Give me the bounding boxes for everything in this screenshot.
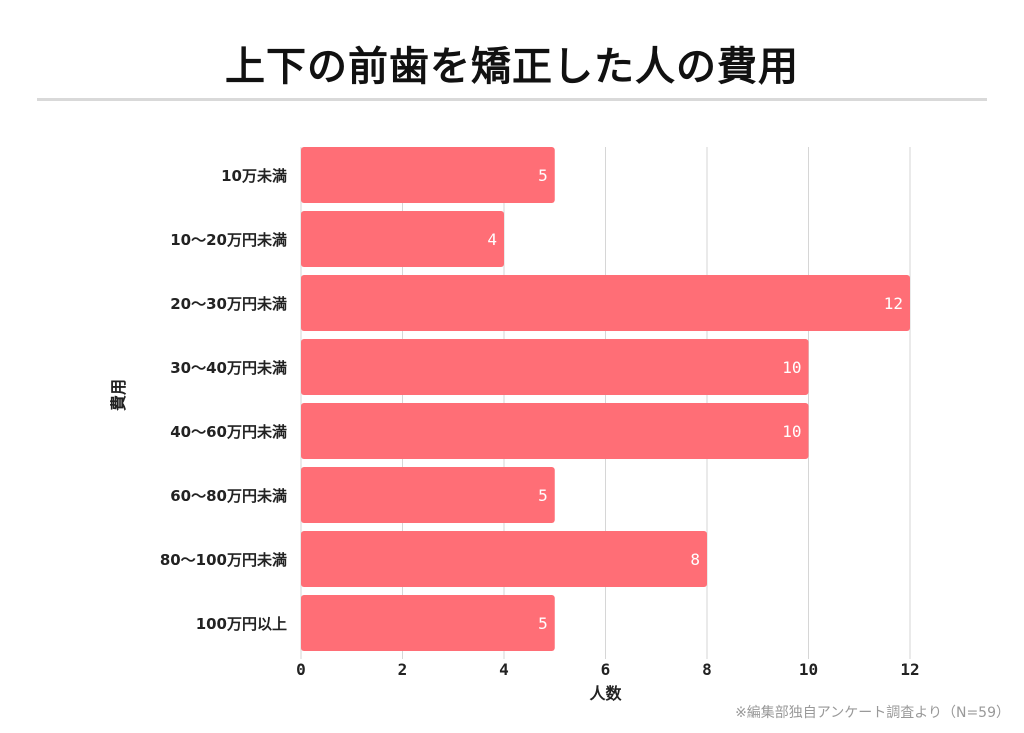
bar-value-label: 10 [782,358,801,377]
title-divider [37,98,987,101]
bar-value-label: 5 [538,486,548,505]
y-category-label: 10万未満 [221,167,287,185]
y-category-label: 30〜40万円未満 [170,359,287,377]
x-tick-label: 0 [296,660,306,679]
y-category-label: 40〜60万円未満 [170,423,287,441]
bar-value-label: 10 [782,422,801,441]
bar-value-label: 4 [487,230,497,249]
bar-value-label: 12 [884,294,903,313]
y-category-label: 10〜20万円未満 [170,231,287,249]
x-tick-label: 2 [398,660,408,679]
y-axis-label: 費用 [109,379,128,411]
bar [301,147,555,203]
bar [301,403,809,459]
bar [301,467,555,523]
chart-title: 上下の前歯を矯正した人の費用 [225,44,799,90]
x-axis-label: 人数 [589,684,622,703]
bar-value-label: 5 [538,614,548,633]
y-category-label: 100万円以上 [196,615,287,633]
x-tick-label: 4 [499,660,509,679]
footnote: ※編集部独自アンケート調査より（N=59） [735,705,1010,721]
bar-value-label: 8 [690,550,700,569]
y-category-label: 20〜30万円未満 [170,295,287,313]
bar [301,275,910,331]
bar-value-label: 5 [538,166,548,185]
y-category-label: 60〜80万円未満 [170,487,287,505]
bar [301,339,809,395]
y-category-label: 80〜100万円未満 [160,551,287,569]
bar [301,211,504,267]
x-tick-label: 10 [799,660,818,679]
x-tick-label: 8 [702,660,712,679]
x-tick-label: 6 [601,660,611,679]
bar [301,595,555,651]
x-tick-label: 12 [900,660,919,679]
bar [301,531,707,587]
